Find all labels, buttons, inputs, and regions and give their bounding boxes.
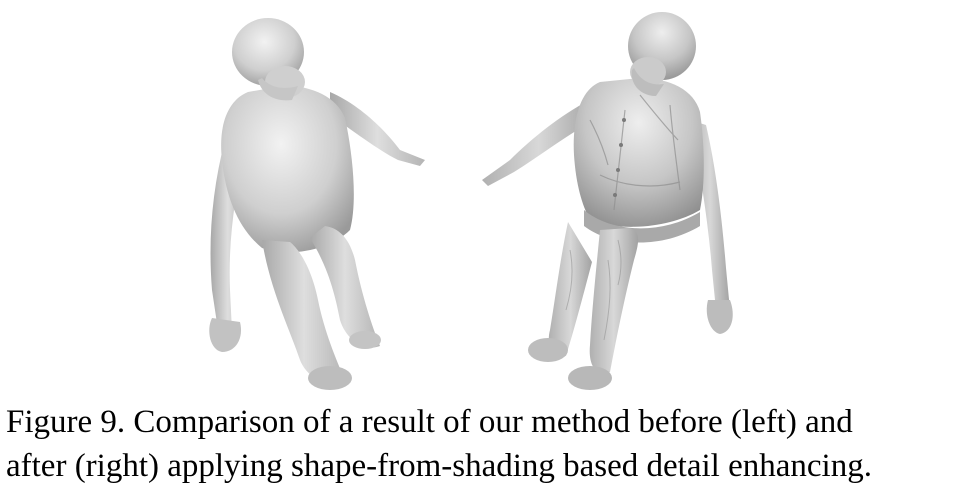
figure-before-mesh (209, 18, 425, 390)
caption-line-1: Figure 9. Comparison of a result of our … (6, 404, 853, 440)
caption-line-2: after (right) applying shape-from-shadin… (6, 448, 872, 484)
figure-after-mesh (482, 12, 733, 390)
figure-canvas (209, 12, 733, 390)
figure-caption: Figure 9. Comparison of a result of our … (6, 400, 956, 488)
figure (209, 12, 733, 390)
